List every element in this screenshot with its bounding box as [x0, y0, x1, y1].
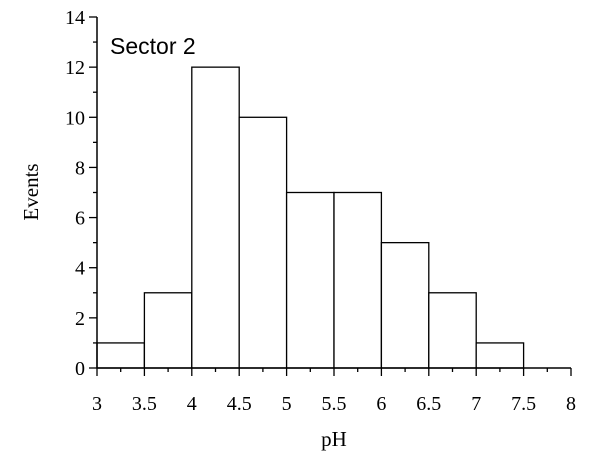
histogram-bar [238, 116, 288, 369]
histogram-bar [333, 191, 383, 369]
y-tick-label: 4 [75, 258, 85, 280]
histogram-bar [143, 292, 193, 369]
x-tick-label: 7 [471, 393, 481, 415]
x-tick-label: 3.5 [132, 393, 157, 415]
y-axis-title: Events [19, 163, 43, 220]
sector-annotation: Sector 2 [110, 33, 196, 59]
x-tick-label: 5.5 [322, 393, 347, 415]
y-tick-label: 14 [65, 7, 85, 29]
y-tick-label: 0 [75, 358, 85, 380]
x-axis-title: pH [321, 427, 347, 451]
histogram-bar [191, 66, 240, 369]
y-tick-label: 10 [65, 107, 85, 129]
x-tick-label: 4.5 [227, 393, 252, 415]
x-tick-label: 3 [92, 393, 102, 415]
histogram-bar [428, 292, 477, 369]
x-tick-label: 7.5 [511, 393, 536, 415]
x-tick-label: 5 [282, 393, 292, 415]
ticks-group: 3 3.5 4 4.5 5 5.5 6 6.5 7 7.5 8 0 2 4 6 8 10 12 14 [65, 7, 576, 415]
histogram-bar [475, 342, 525, 369]
x-tick-label: 6 [376, 393, 386, 415]
histogram-bar [96, 342, 146, 369]
y-tick-label: 12 [65, 57, 85, 79]
histogram-bar [380, 241, 430, 369]
x-tick-label: 6.5 [416, 393, 441, 415]
x-tick-label: 4 [187, 393, 197, 415]
y-tick-label: 8 [75, 157, 85, 179]
histogram-bar [285, 191, 335, 369]
x-tick-label: 8 [566, 393, 576, 415]
y-tick-label: 2 [75, 308, 85, 330]
y-tick-label: 6 [75, 208, 85, 230]
bars-group [96, 66, 525, 369]
